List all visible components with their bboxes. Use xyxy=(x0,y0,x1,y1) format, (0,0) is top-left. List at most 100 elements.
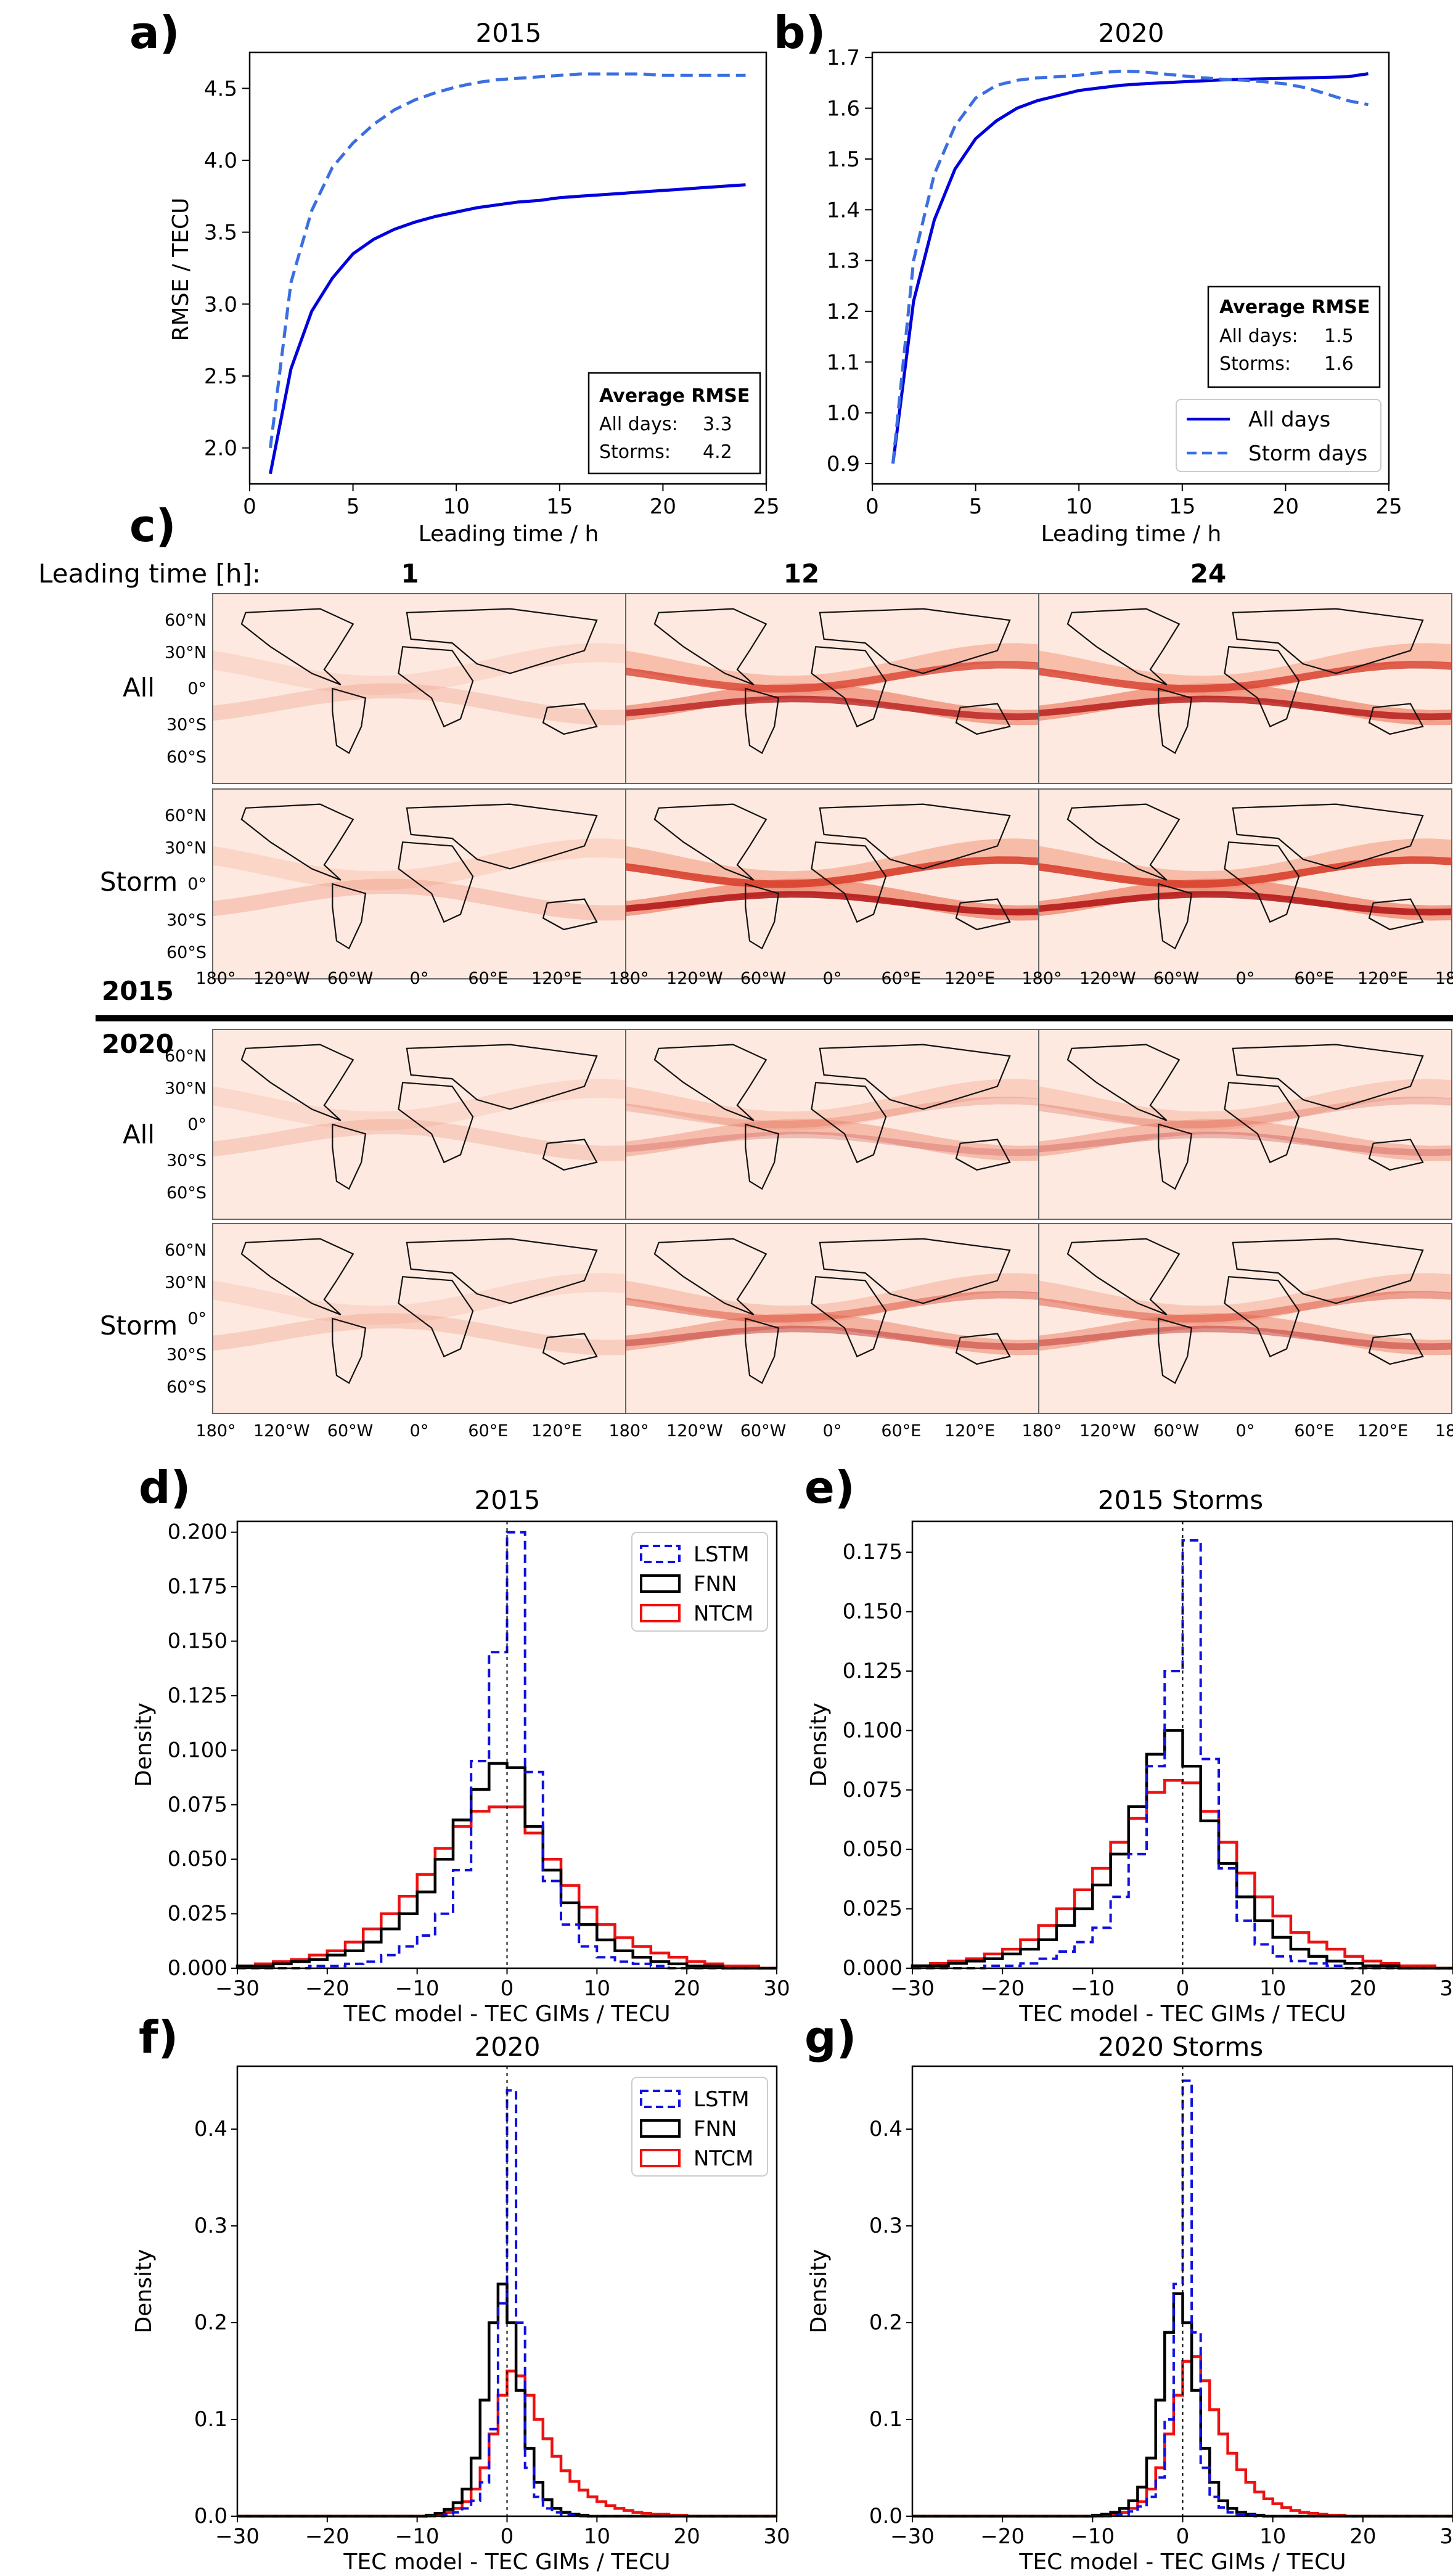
coastline xyxy=(1232,1238,1424,1304)
tec-band xyxy=(1039,1273,1452,1325)
panel-label-f: f) xyxy=(139,2011,178,2063)
y-tick-label: 1.4 xyxy=(827,198,860,223)
box-row2-value: 4.2 xyxy=(703,441,732,463)
plot-frame xyxy=(911,2065,1453,2517)
coastline xyxy=(1158,1317,1193,1384)
lon-tick-label: 18 xyxy=(1435,969,1453,988)
tec-band xyxy=(626,1097,1039,1129)
coastline xyxy=(332,687,367,754)
y-axis-label: Density xyxy=(131,1703,157,1787)
tec-map-r1-c1 xyxy=(212,593,626,784)
x-tick-label: 20 xyxy=(1349,1976,1376,2001)
tec-band xyxy=(1039,1131,1452,1156)
tec-band xyxy=(213,1119,626,1161)
coastline xyxy=(819,1238,1011,1304)
coastline xyxy=(1224,1276,1300,1358)
lat-tick-label: 60°S xyxy=(166,1184,207,1203)
coastline xyxy=(398,841,474,923)
x-tick-label: 20 xyxy=(674,2524,700,2549)
tec-band xyxy=(1039,661,1452,693)
coastline xyxy=(819,803,1011,870)
x-tick-label: 30 xyxy=(763,2524,790,2549)
lon-tick-label: 0° xyxy=(1236,1421,1255,1441)
y-axis-label: RMSE / TECU xyxy=(168,198,194,341)
panel-label-d: d) xyxy=(139,1462,190,1513)
y-tick-label: 0.3 xyxy=(869,2214,902,2238)
box-row1-value: 3.3 xyxy=(703,414,732,435)
coastline xyxy=(955,1333,1011,1365)
y-tick-label: 4.5 xyxy=(204,76,237,101)
tec-band xyxy=(213,838,626,891)
tec-band xyxy=(626,1131,1039,1156)
chart-title: 2020 xyxy=(1099,18,1164,48)
x-axis-label: Leading time / h xyxy=(1041,521,1222,547)
y-tick-label: 0.0 xyxy=(869,2504,902,2529)
plot-frame xyxy=(248,51,767,485)
panel-label-c: c) xyxy=(129,500,176,552)
coastline xyxy=(955,898,1011,931)
y-tick-label: 0.075 xyxy=(168,1793,227,1817)
plot-frame xyxy=(911,1520,1453,1969)
coastline xyxy=(398,1276,474,1358)
y-axis-label: Density xyxy=(806,1703,832,1787)
series-line-all-days xyxy=(891,72,1369,464)
box-row2-value: 1.6 xyxy=(1324,353,1354,375)
x-tick-label: 20 xyxy=(1272,494,1299,519)
y-tick-label: 1.5 xyxy=(827,147,860,172)
coastline xyxy=(1158,687,1193,754)
x-tick-label: 5 xyxy=(346,494,360,519)
lon-tick-label: 120°E xyxy=(1357,969,1408,988)
x-tick-label: 30 xyxy=(1439,2524,1453,2549)
lon-tick-label: 120°W xyxy=(1079,969,1136,988)
lon-tick-label: 0° xyxy=(410,1421,429,1441)
legend-swatch-ntcm xyxy=(640,1604,681,1622)
tec-band xyxy=(213,878,626,921)
coastline xyxy=(955,703,1011,735)
x-tick-label: 20 xyxy=(1349,2524,1376,2549)
coastline xyxy=(819,1044,1011,1110)
tec-band xyxy=(626,838,1039,891)
panel-label-e: e) xyxy=(804,1462,855,1513)
coastline xyxy=(240,1238,354,1315)
tec-map-r4-c2 xyxy=(625,1223,1039,1414)
x-tick-label: 0 xyxy=(1176,2524,1190,2549)
coastline xyxy=(653,803,767,881)
y-tick-label: 0.1 xyxy=(869,2407,902,2432)
coastline xyxy=(406,608,598,674)
coastline xyxy=(1066,803,1181,881)
y-tick-label: 0.3 xyxy=(194,2214,227,2238)
lat-tick-label: 60°S xyxy=(166,943,207,962)
tec-band xyxy=(626,1313,1039,1355)
y-tick-label: 1.7 xyxy=(827,46,860,70)
x-tick-label: 0 xyxy=(866,494,879,519)
x-axis-label: TEC model - TEC GIMs / TECU xyxy=(1018,2549,1346,2575)
hist-series-fnn xyxy=(235,1762,777,1970)
x-tick-label: 10 xyxy=(584,2524,610,2549)
chart-title: 2020 Storms xyxy=(1098,2032,1263,2062)
x-tick-label: −30 xyxy=(890,2524,935,2549)
tec-band xyxy=(1039,1079,1452,1131)
row-label-all-2015: All xyxy=(123,673,155,703)
year-label-2015: 2015 xyxy=(102,976,174,1006)
x-tick-label: −20 xyxy=(980,1976,1025,2001)
x-tick-label: 25 xyxy=(753,494,779,519)
coastline xyxy=(542,1139,598,1171)
lon-tick-label: 180° xyxy=(1021,1421,1062,1441)
lat-tick-label: 60°N xyxy=(165,611,207,630)
lon-tick-label: 0° xyxy=(823,969,842,988)
lon-tick-label: 60°E xyxy=(1294,1421,1334,1441)
y-tick-label: 0.175 xyxy=(168,1574,227,1599)
x-tick-label: 15 xyxy=(546,494,573,519)
x-tick-label: 5 xyxy=(969,494,983,519)
coastline xyxy=(745,687,780,754)
lat-tick-label: 0° xyxy=(187,1309,207,1328)
coastline xyxy=(1232,1044,1424,1110)
x-tick-label: −20 xyxy=(305,2524,350,2549)
legend-swatch-ntcm xyxy=(640,2149,681,2167)
coastline xyxy=(1224,841,1300,923)
chart-title: 2015 xyxy=(475,1485,541,1515)
coastline xyxy=(332,1317,367,1384)
lon-tick-label: 60°W xyxy=(327,1421,374,1441)
x-tick-label: 10 xyxy=(1259,2524,1286,2549)
lon-tick-label: 120°E xyxy=(531,969,582,988)
